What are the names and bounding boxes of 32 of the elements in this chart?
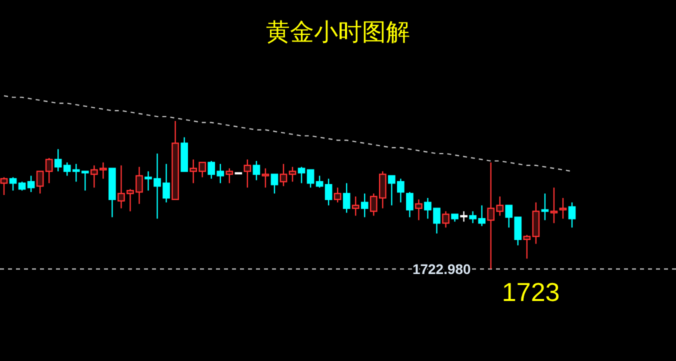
candlestick [334,187,342,203]
candlestick [262,168,270,188]
candlestick [550,187,558,224]
candlestick [316,175,324,188]
candlestick [406,191,414,218]
candlestick [252,160,260,181]
candlestick [45,157,53,184]
candlestick [36,170,44,194]
candlestick [280,163,288,187]
candlestick [442,210,450,228]
candlestick [0,176,8,196]
candlestick [559,197,567,220]
candlestick [9,176,17,192]
candlestick [244,158,252,188]
candlestick [288,166,296,182]
chart-title: 黄金小时图解 [266,18,410,46]
candlestick [541,192,549,221]
candlestick [568,202,576,228]
candlestick [523,234,531,260]
annotation: 1722.980 [412,261,472,277]
candlestick [460,210,468,222]
candlestick [324,178,332,206]
candlestick [415,198,422,221]
candlestick [270,174,278,194]
candlestick [342,182,350,214]
candlestick [352,196,360,216]
candlestick [226,168,234,184]
candlestick [306,169,314,188]
candlestick [298,166,306,184]
candlestick [27,175,35,193]
candlestick [360,192,368,218]
annotation: 1723 [502,277,560,307]
